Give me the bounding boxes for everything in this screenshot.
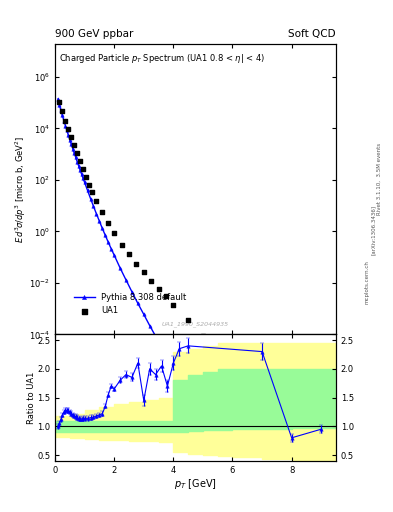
Text: Rivet 3.1.10,  3.5M events: Rivet 3.1.10, 3.5M events [377, 143, 382, 215]
Pythia 8.308 default [64, 127, 69, 133]
Pythia 8.308 default [62, 118, 66, 124]
Pythia 8.308 default [147, 323, 152, 329]
UA1 [105, 219, 111, 227]
Pythia 8.308 default [97, 218, 102, 224]
Y-axis label: $E\,d^3\!\sigma/dp^3$ [micro b, GeV$^2$]: $E\,d^3\!\sigma/dp^3$ [micro b, GeV$^2$] [13, 135, 28, 243]
Pythia 8.308 default [141, 311, 146, 317]
Line: Pythia 8.308 default: Pythia 8.308 default [56, 97, 323, 512]
Pythia 8.308 default [230, 455, 235, 461]
Pythia 8.308 default [178, 376, 183, 382]
Pythia 8.308 default [260, 499, 264, 505]
Pythia 8.308 default [85, 187, 90, 194]
UA1 [141, 268, 147, 276]
Pythia 8.308 default [88, 196, 93, 202]
Pythia 8.308 default [153, 333, 158, 339]
UA1 [259, 389, 265, 397]
UA1 [86, 181, 92, 189]
Pythia 8.308 default [56, 96, 61, 102]
UA1 [80, 165, 86, 174]
Pythia 8.308 default [186, 388, 191, 394]
UA1 [59, 107, 66, 115]
UA1 [89, 188, 95, 197]
UA1 [230, 361, 236, 369]
Pythia 8.308 default [76, 163, 81, 169]
UA1 [111, 229, 118, 238]
UA1 [56, 98, 62, 106]
Pythia 8.308 default [78, 167, 83, 173]
UA1 [215, 347, 221, 355]
UA1 [68, 133, 74, 141]
Pythia 8.308 default [63, 122, 68, 129]
Pythia 8.308 default [82, 179, 87, 185]
UA1 [93, 197, 99, 205]
Pythia 8.308 default [124, 277, 129, 283]
Pythia 8.308 default [91, 203, 96, 209]
Pythia 8.308 default [100, 225, 105, 231]
UA1 [62, 117, 68, 125]
Pythia 8.308 default [109, 246, 114, 252]
Pythia 8.308 default [69, 141, 73, 147]
Pythia 8.308 default [165, 354, 170, 360]
Y-axis label: Ratio to UA1: Ratio to UA1 [27, 371, 36, 424]
Pythia 8.308 default [106, 239, 110, 245]
Pythia 8.308 default [60, 113, 65, 119]
UA1 [126, 250, 132, 259]
Pythia 8.308 default [94, 211, 99, 217]
Pythia 8.308 default [103, 232, 108, 239]
Pythia 8.308 default [79, 172, 84, 178]
Pythia 8.308 default [75, 159, 79, 165]
Pythia 8.308 default [159, 344, 164, 350]
UA1 [288, 415, 295, 423]
UA1 [148, 277, 154, 285]
Pythia 8.308 default [66, 132, 71, 138]
Pythia 8.308 default [57, 102, 62, 109]
UA1 [65, 125, 72, 133]
UA1 [185, 316, 191, 325]
Pythia 8.308 default [200, 411, 205, 417]
UA1 [155, 285, 162, 293]
UA1 [71, 141, 77, 150]
Pythia 8.308 default [215, 433, 220, 439]
Pythia 8.308 default [130, 289, 134, 295]
Text: UA1_1990_S2044935: UA1_1990_S2044935 [162, 322, 229, 327]
Text: [arXiv:1306.3436]: [arXiv:1306.3436] [371, 205, 376, 255]
UA1 [318, 437, 324, 445]
UA1 [118, 241, 125, 249]
Pythia 8.308 default [68, 137, 72, 143]
Pythia 8.308 default [118, 265, 123, 271]
Pythia 8.308 default [59, 108, 63, 114]
Pythia 8.308 default [81, 175, 86, 181]
UA1 [163, 292, 169, 301]
Pythia 8.308 default [70, 145, 75, 152]
UA1 [200, 332, 206, 340]
X-axis label: $p_T$ [GeV]: $p_T$ [GeV] [174, 477, 217, 492]
UA1 [170, 301, 176, 309]
UA1 [74, 149, 80, 157]
Legend: Pythia 8.308 default, UA1: Pythia 8.308 default, UA1 [70, 290, 190, 318]
UA1 [133, 260, 140, 268]
Pythia 8.308 default [73, 154, 78, 160]
Text: Soft QCD: Soft QCD [288, 29, 336, 39]
UA1 [83, 173, 89, 181]
Text: mcplots.cern.ch: mcplots.cern.ch [365, 260, 370, 304]
Pythia 8.308 default [72, 150, 77, 156]
UA1 [77, 157, 83, 165]
Pythia 8.308 default [112, 252, 117, 258]
UA1 [99, 208, 105, 217]
Pythia 8.308 default [136, 301, 140, 307]
Text: 900 GeV ppbar: 900 GeV ppbar [55, 29, 133, 39]
Pythia 8.308 default [171, 365, 176, 371]
Text: Charged Particle $p_T$ Spectrum (UA1 0.8 < $\eta$| < 4): Charged Particle $p_T$ Spectrum (UA1 0.8… [59, 52, 265, 65]
